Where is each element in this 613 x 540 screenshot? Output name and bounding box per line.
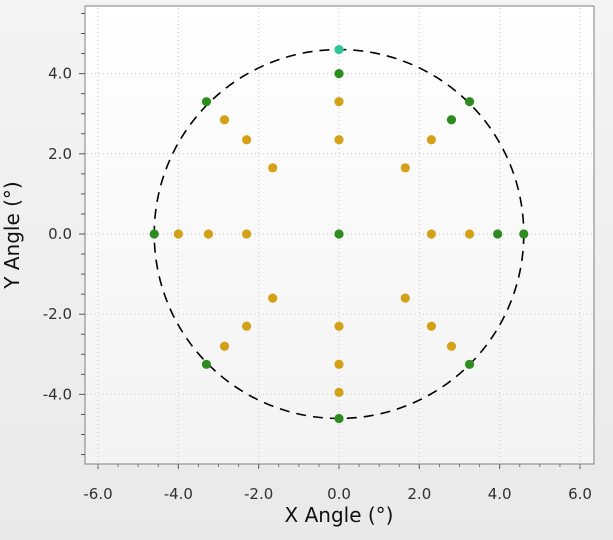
x-tick-label: 2.0 [407,485,431,503]
data-point [219,115,230,125]
x-tick-label: -4.0 [164,485,193,503]
data-point [334,229,344,239]
data-point [446,341,457,351]
x-tick-label: -2.0 [244,485,273,503]
data-point [242,135,252,145]
y-tick-label: -4.0 [43,385,72,403]
data-point [464,359,475,369]
data-points [149,44,529,424]
data-point [334,321,344,331]
data-point [268,293,278,303]
data-point [242,321,252,331]
data-point [400,293,410,303]
data-point [426,229,436,239]
x-tick-labels: -6.0 -4.0 -2.0 0.0 2.0 4.0 6.0 [83,485,592,503]
data-point [400,163,410,173]
data-point [149,229,159,239]
data-point [203,229,214,239]
data-point [426,135,436,145]
x-tick-label: 4.0 [488,485,512,503]
x-axis-title: X Angle (°) [285,503,394,527]
data-point [464,97,475,107]
x-tick-label: 6.0 [568,485,592,503]
data-point [519,229,529,239]
data-point [268,163,278,173]
y-tick-labels: -4.0 -2.0 0.0 2.0 4.0 [43,65,72,404]
y-axis-title: Y Angle (°) [0,181,24,289]
data-point [242,229,252,239]
data-point [173,229,183,239]
y-tick-label: 0.0 [48,225,72,243]
data-point [334,413,344,424]
data-point [334,135,344,145]
data-point [334,387,344,397]
axes [79,12,581,469]
data-point [464,229,475,239]
data-point [334,69,344,79]
data-point [446,115,457,125]
data-point [334,97,344,107]
data-point [201,359,212,369]
data-point [493,229,503,239]
y-tick-label: 2.0 [48,145,72,163]
x-tick-label: 0.0 [327,485,351,503]
x-tick-label: -6.0 [83,485,112,503]
y-tick-label: 4.0 [48,65,72,83]
data-point [334,44,344,55]
data-point [201,97,212,107]
y-tick-label: -2.0 [43,305,72,323]
data-point [426,321,436,331]
data-point [219,341,230,351]
data-point [334,359,344,369]
